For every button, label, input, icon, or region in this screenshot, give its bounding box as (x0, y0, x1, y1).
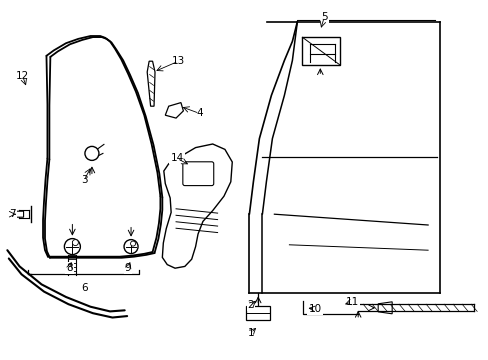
Polygon shape (162, 144, 232, 268)
Circle shape (130, 241, 135, 246)
Text: 7: 7 (9, 209, 16, 219)
Text: 3: 3 (81, 175, 87, 185)
FancyBboxPatch shape (302, 37, 340, 65)
Bar (245, 306, 270, 320)
Text: 13: 13 (171, 56, 185, 66)
Text: 5: 5 (320, 12, 327, 22)
Text: 14: 14 (170, 153, 183, 163)
Circle shape (64, 239, 80, 255)
Text: 8: 8 (66, 263, 73, 273)
Polygon shape (147, 61, 155, 106)
FancyArrow shape (11, 210, 23, 218)
Circle shape (85, 147, 99, 161)
Text: 12: 12 (16, 71, 29, 81)
Text: 4: 4 (196, 108, 203, 118)
Text: 9: 9 (124, 263, 131, 273)
FancyBboxPatch shape (183, 162, 213, 186)
Circle shape (124, 240, 138, 253)
Text: 1: 1 (247, 328, 254, 338)
Text: 6: 6 (81, 283, 87, 293)
Text: 10: 10 (308, 304, 321, 314)
Text: 2: 2 (247, 300, 254, 310)
Text: 11: 11 (345, 297, 358, 307)
Polygon shape (377, 302, 391, 314)
Polygon shape (165, 103, 183, 118)
Circle shape (72, 240, 78, 246)
